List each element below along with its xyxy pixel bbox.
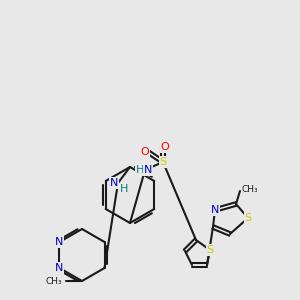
- Text: O: O: [160, 142, 169, 152]
- Text: H: H: [120, 184, 128, 194]
- Text: N: N: [211, 205, 219, 215]
- Text: O: O: [141, 147, 149, 157]
- Text: N: N: [144, 165, 152, 175]
- Text: S: S: [159, 157, 167, 167]
- Text: N: N: [110, 178, 118, 188]
- Text: CH₃: CH₃: [242, 185, 259, 194]
- Text: S: S: [244, 213, 252, 223]
- Text: CH₃: CH₃: [45, 277, 62, 286]
- Text: N: N: [55, 237, 64, 247]
- Text: H: H: [136, 165, 144, 175]
- Text: N: N: [55, 263, 64, 273]
- Text: S: S: [206, 245, 214, 255]
